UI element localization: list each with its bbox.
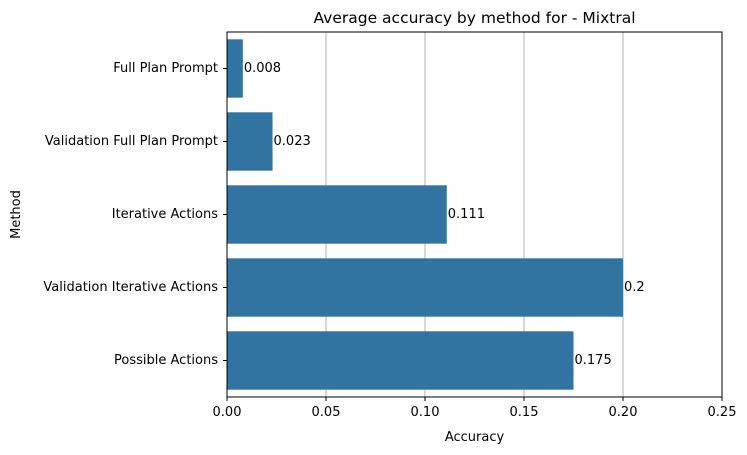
x-tick-label: 0.25 (708, 405, 737, 420)
bars (227, 39, 623, 390)
y-tick-label: Possible Actions (114, 353, 218, 368)
bar (227, 258, 623, 317)
data-labels: 0.008 0.023 0.111 0.2 0.175 (244, 61, 645, 368)
x-ticks: 0.00 0.05 0.10 0.15 0.20 0.25 (213, 397, 737, 420)
data-label: 0.008 (244, 61, 281, 76)
data-label: 0.023 (274, 134, 311, 149)
data-label: 0.111 (448, 207, 485, 222)
x-tick-label: 0.05 (312, 405, 341, 420)
x-tick-label: 0.15 (510, 405, 539, 420)
y-tick-label: Full Plan Prompt (113, 61, 218, 76)
y-tick-label: Validation Full Plan Prompt (45, 134, 218, 149)
x-tick-label: 0.20 (609, 405, 638, 420)
x-axis-label: Accuracy (445, 430, 505, 445)
y-tick-label: Iterative Actions (112, 207, 218, 222)
data-label: 0.175 (575, 353, 612, 368)
y-tick-label: Validation Iterative Actions (43, 280, 218, 295)
x-tick-label: 0.00 (213, 405, 242, 420)
bar (227, 185, 447, 244)
bar (227, 112, 273, 171)
y-axis-label: Method (9, 190, 24, 239)
data-label: 0.2 (624, 280, 645, 295)
chart-title: Average accuracy by method for - Mixtral (313, 9, 635, 27)
bar (227, 331, 574, 390)
x-tick-label: 0.10 (411, 405, 440, 420)
bar (227, 39, 243, 98)
y-ticks: Full Plan Prompt Validation Full Plan Pro… (43, 61, 227, 368)
